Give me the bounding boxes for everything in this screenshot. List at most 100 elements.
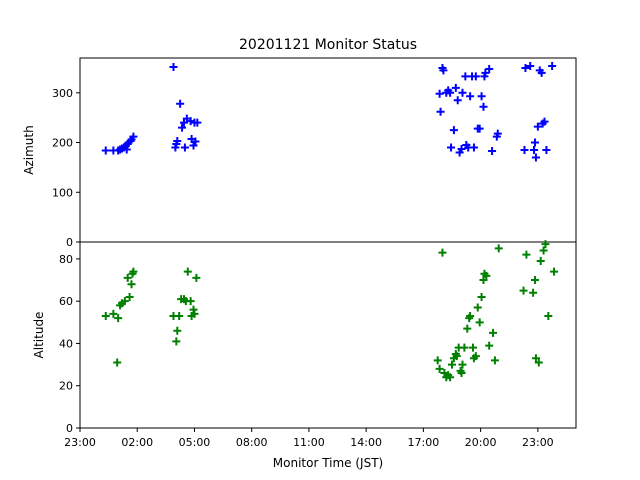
azimuth-point	[435, 89, 444, 98]
altitude-point	[494, 244, 503, 253]
altitude-point	[550, 267, 559, 276]
azimuth-point	[191, 137, 200, 146]
azimuth-point	[526, 61, 535, 70]
azimuth-point	[447, 143, 456, 152]
altitude-point	[175, 311, 184, 320]
azimuth-point	[461, 72, 470, 81]
altitude-y-tick-label: 0	[66, 422, 73, 435]
x-tick-label: 02:00	[121, 436, 153, 449]
altitude-point	[463, 324, 472, 333]
azimuth-point	[533, 122, 542, 131]
azimuth-point	[471, 72, 480, 81]
azimuth-point	[475, 124, 484, 133]
azimuth-point	[451, 83, 460, 92]
x-tick-label: 23:00	[64, 436, 96, 449]
altitude-point	[186, 297, 195, 306]
azimuth-point	[493, 129, 502, 138]
azimuth-point	[446, 88, 455, 97]
altitude-point	[183, 267, 192, 276]
altitude-point	[435, 364, 444, 373]
x-tick-label: 20:00	[465, 436, 497, 449]
x-axis-label: Monitor Time (JST)	[273, 456, 383, 470]
altitude-point	[489, 328, 498, 337]
altitude-point	[539, 246, 548, 255]
altitude-point	[123, 273, 132, 282]
azimuth-y-tick-label: 100	[52, 186, 73, 199]
altitude-point	[485, 341, 494, 350]
altitude-point	[536, 257, 545, 266]
x-tick-label: 17:00	[408, 436, 440, 449]
azimuth-point	[173, 137, 182, 146]
azimuth-panel-frame	[79, 57, 577, 243]
azimuth-point	[530, 138, 539, 147]
scatter-marks	[101, 61, 559, 382]
altitude-point	[173, 326, 182, 335]
azimuth-point	[129, 132, 138, 141]
altitude-y-tick-label: 80	[59, 253, 73, 266]
azimuth-point	[457, 145, 466, 154]
x-tick-label: 23:00	[522, 436, 554, 449]
x-tick-label: 08:00	[236, 436, 268, 449]
azimuth-ylabel: Azimuth	[22, 125, 36, 174]
azimuth-point	[453, 96, 462, 105]
azimuth-y-tick-label: 0	[66, 236, 73, 249]
altitude-point	[129, 267, 138, 276]
altitude-point	[519, 286, 528, 295]
altitude-point	[473, 303, 482, 312]
x-tick-label: 11:00	[293, 436, 325, 449]
azimuth-point	[193, 118, 202, 127]
altitude-point	[101, 311, 110, 320]
azimuth-point	[180, 143, 189, 152]
altitude-point	[457, 369, 466, 378]
altitude-point	[127, 280, 136, 289]
altitude-point	[490, 356, 499, 365]
altitude-point	[468, 343, 477, 352]
altitude-y-tick-label: 60	[59, 295, 73, 308]
altitude-point	[190, 309, 199, 318]
azimuth-point	[186, 117, 195, 126]
altitude-ylabel: Altitude	[32, 312, 46, 359]
altitude-panel-frame	[79, 241, 577, 429]
altitude-point	[446, 373, 455, 382]
azimuth-point	[531, 153, 540, 162]
altitude-point	[120, 297, 129, 306]
altitude-point	[125, 292, 134, 301]
azimuth-point	[479, 102, 488, 111]
azimuth-point	[540, 117, 549, 126]
chart-title: 20201121 Monitor Status	[239, 37, 417, 53]
azimuth-point	[537, 68, 546, 77]
azimuth-point	[530, 146, 539, 154]
azimuth-point	[439, 66, 448, 75]
azimuth-point	[548, 61, 557, 70]
azimuth-point	[169, 62, 178, 71]
azimuth-point	[176, 99, 185, 108]
altitude-point	[172, 337, 181, 346]
azimuth-point	[520, 146, 529, 154]
altitude-point	[433, 356, 442, 365]
azimuth-y-tick-label: 300	[52, 87, 73, 100]
altitude-point	[541, 240, 550, 249]
azimuth-point	[449, 126, 458, 135]
altitude-point	[452, 352, 461, 361]
azimuth-point	[477, 92, 486, 101]
azimuth-point	[458, 88, 467, 97]
azimuth-y-tick-label: 200	[52, 137, 73, 150]
altitude-point	[477, 292, 486, 301]
azimuth-point	[178, 123, 187, 132]
azimuth-point	[481, 68, 490, 77]
altitude-point	[460, 343, 469, 352]
altitude-point	[114, 314, 123, 323]
altitude-point	[475, 318, 484, 327]
altitude-point	[448, 360, 456, 369]
altitude-point	[522, 250, 531, 259]
altitude-point	[109, 309, 118, 318]
altitude-point	[438, 248, 447, 257]
altitude-point	[458, 360, 467, 369]
altitude-point	[113, 358, 122, 367]
altitude-point	[531, 354, 540, 363]
axes: 23:00 02:00 05:00 08:00 11:00 14:00 17:00 20:00…	[52, 87, 554, 449]
altitude-point	[192, 273, 201, 282]
azimuth-point	[521, 63, 530, 72]
x-tick-label: 14:00	[350, 436, 382, 449]
